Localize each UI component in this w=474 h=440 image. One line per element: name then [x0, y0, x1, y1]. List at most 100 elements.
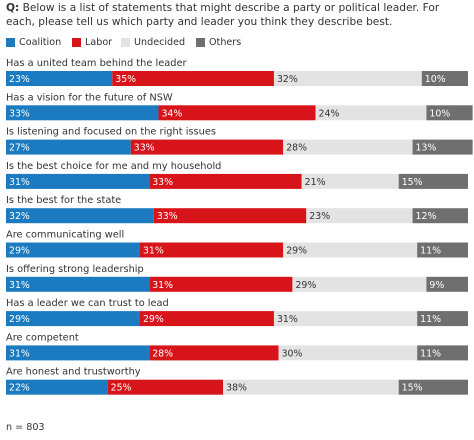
question-text: Q: Below is a list of statements that mi…: [6, 1, 468, 29]
bar-others: [426, 276, 468, 292]
question-label: Q:: [6, 2, 20, 14]
data-label-others: 10%: [429, 108, 450, 119]
bar-labor: [130, 139, 284, 155]
bar-labor: [139, 311, 274, 327]
bar-undecided: [223, 379, 399, 395]
bar-labor: [158, 105, 316, 121]
data-label-coalition: 31%: [9, 177, 30, 188]
bar-others: [412, 208, 468, 224]
data-label-undecided: 38%: [226, 383, 247, 394]
bar-coalition: [6, 311, 140, 327]
bar-undecided: [306, 208, 413, 224]
data-label-undecided: 29%: [295, 280, 316, 291]
data-label-labor: 34%: [161, 108, 182, 119]
bar-labor: [149, 345, 279, 361]
row-label: Is the best for the state: [6, 195, 121, 206]
bar-coalition: [6, 276, 150, 292]
data-label-others: 9%: [429, 280, 444, 291]
legend-swatch-undecided: [121, 38, 130, 47]
bar-labor: [149, 173, 302, 189]
bar-coalition: [6, 173, 150, 189]
row-label: Is the best choice for me and my househo…: [6, 161, 221, 172]
data-label-coalition: 22%: [9, 383, 30, 394]
bar-labor: [107, 379, 224, 395]
legend-label-coalition: Coalition: [19, 37, 62, 48]
data-label-undecided: 30%: [282, 348, 303, 359]
bar-others: [398, 379, 468, 395]
bar-undecided: [283, 139, 413, 155]
legend-swatch-labor: [72, 38, 81, 47]
data-label-others: 15%: [402, 383, 423, 394]
row-label: Has a vision for the future of NSW: [6, 92, 173, 103]
data-label-labor: 31%: [152, 280, 173, 291]
bar-labor: [139, 242, 284, 258]
bar-others: [398, 173, 468, 189]
row-label: Are communicating well: [6, 230, 124, 241]
data-label-undecided: 23%: [309, 211, 330, 222]
bar-coalition: [6, 139, 131, 155]
bar-labor: [112, 71, 274, 86]
bar-undecided: [315, 105, 427, 121]
data-label-others: 13%: [416, 143, 437, 154]
bar-others: [426, 105, 473, 121]
bar-coalition: [6, 105, 159, 121]
bar-coalition: [6, 345, 150, 361]
data-label-coalition: 31%: [9, 280, 30, 291]
data-label-coalition: 32%: [9, 211, 30, 222]
data-label-others: 11%: [420, 314, 441, 325]
bar-others: [417, 345, 468, 361]
bar-others: [412, 139, 473, 155]
data-label-others: 12%: [416, 211, 437, 222]
legend-label-labor: Labor: [85, 37, 113, 48]
bar-labor: [153, 208, 307, 224]
data-label-coalition: 23%: [9, 74, 30, 85]
bar-others: [417, 242, 468, 258]
data-label-others: 10%: [425, 74, 446, 85]
data-label-coalition: 29%: [9, 246, 30, 257]
data-label-others: 15%: [402, 177, 423, 188]
bar-undecided: [278, 345, 418, 361]
legend-swatch-coalition: [6, 38, 15, 47]
row-label: Has a united team behind the leader: [6, 58, 187, 69]
data-label-undecided: 31%: [277, 314, 298, 325]
legend-label-others: Others: [209, 37, 242, 48]
row-label: Are competent: [6, 332, 79, 343]
data-label-labor: 31%: [143, 246, 164, 257]
data-label-coalition: 29%: [9, 314, 30, 325]
bar-undecided: [273, 71, 422, 86]
data-label-undecided: 32%: [277, 74, 298, 85]
bar-labor: [149, 276, 293, 292]
bar-others: [421, 71, 468, 86]
data-label-labor: 33%: [157, 211, 178, 222]
bar-undecided: [292, 276, 427, 292]
data-label-labor: 29%: [143, 314, 164, 325]
data-label-coalition: 27%: [9, 143, 30, 154]
bar-coalition: [6, 242, 140, 258]
row-label: Are honest and trustworthy: [6, 367, 141, 378]
data-label-others: 11%: [420, 246, 441, 257]
bar-coalition: [6, 208, 154, 224]
data-label-labor: 33%: [152, 177, 173, 188]
bar-undecided: [283, 242, 418, 258]
data-label-undecided: 21%: [305, 177, 326, 188]
bar-undecided: [273, 311, 418, 327]
data-label-undecided: 24%: [319, 108, 340, 119]
data-label-coalition: 33%: [9, 108, 30, 119]
data-label-labor: 33%: [134, 143, 155, 154]
bar-undecided: [301, 173, 399, 189]
row-label: Has a leader we can trust to lead: [6, 298, 169, 309]
data-label-others: 11%: [420, 348, 441, 359]
data-label-coalition: 31%: [9, 348, 30, 359]
bar-others: [417, 311, 468, 327]
bar-coalition: [6, 71, 113, 86]
data-label-undecided: 28%: [286, 143, 307, 154]
sample-size-note: n = 803: [6, 422, 45, 433]
row-label: Is listening and focused on the right is…: [6, 127, 216, 138]
bar-coalition: [6, 379, 108, 395]
data-label-labor: 25%: [111, 383, 132, 394]
question-body: Below is a list of statements that might…: [6, 2, 440, 28]
data-label-labor: 35%: [115, 74, 136, 85]
row-label: Is offering strong leadership: [6, 264, 144, 275]
legend-label-undecided: Undecided: [134, 37, 186, 48]
